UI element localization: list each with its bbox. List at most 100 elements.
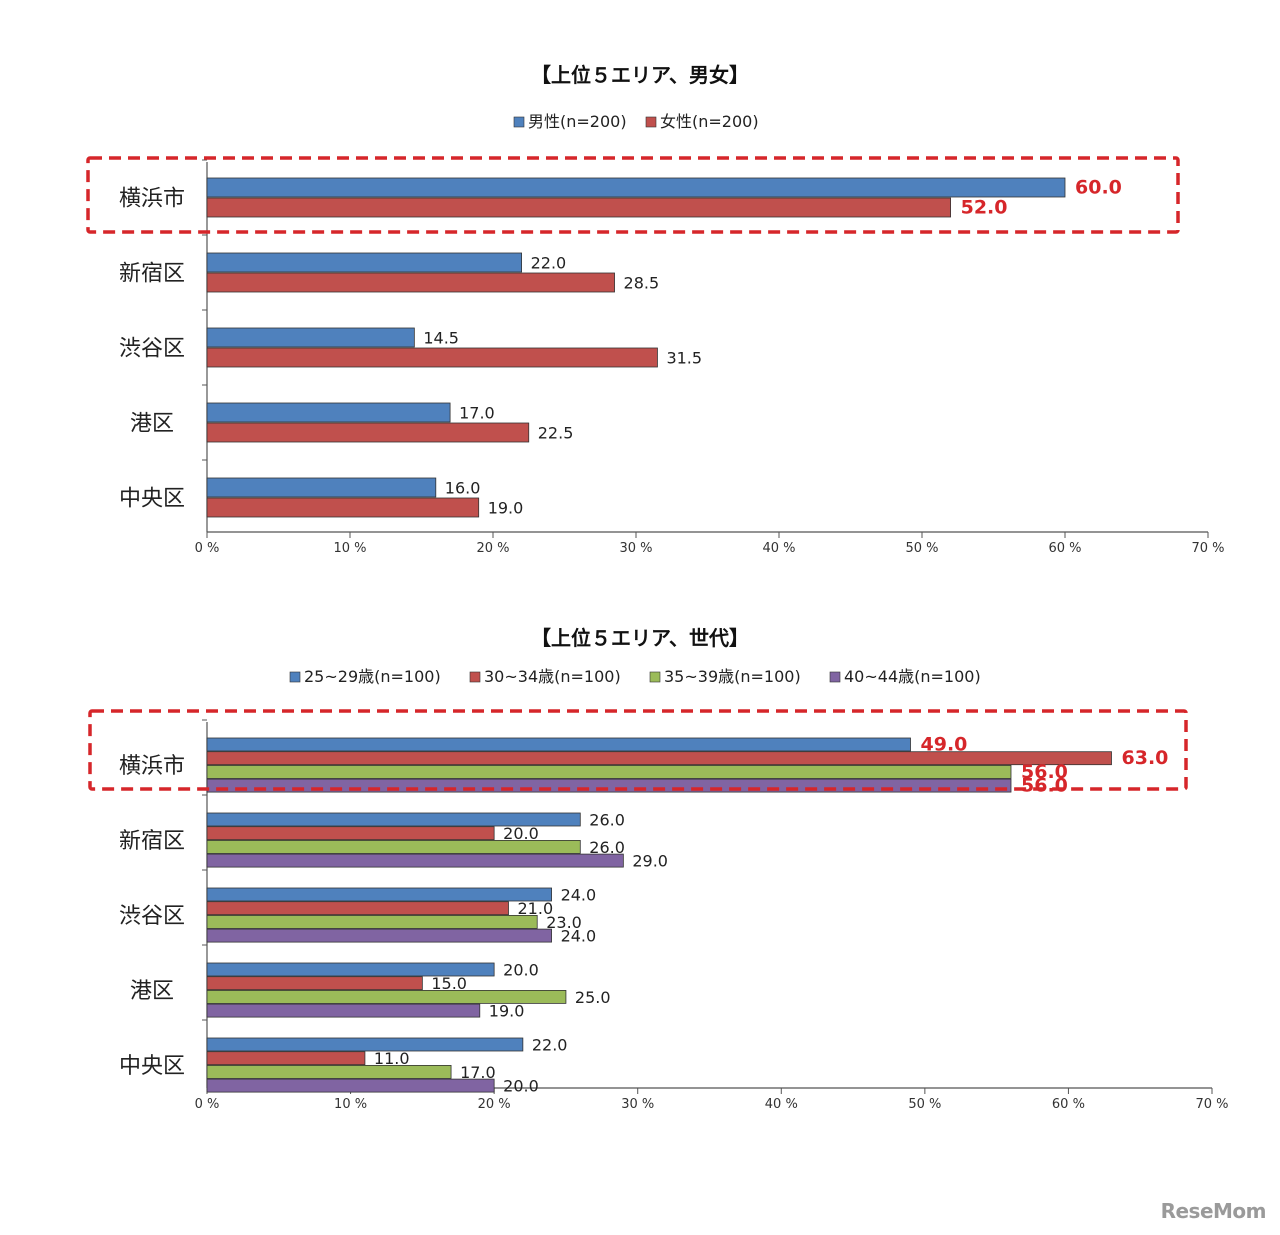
chart-title: 【上位５エリア、世代】 bbox=[531, 626, 749, 650]
bar bbox=[206, 402, 451, 423]
x-tick-label: 50 % bbox=[908, 1097, 941, 1112]
x-tick-label: 50 % bbox=[905, 541, 938, 556]
legend-label: 35~39歳(n=100) bbox=[664, 667, 801, 686]
x-tick-label: 30 % bbox=[619, 541, 652, 556]
data-label: 22.0 bbox=[532, 1036, 568, 1055]
x-tick-label: 60 % bbox=[1048, 541, 1081, 556]
legend-label: 30~34歳(n=100) bbox=[484, 667, 621, 686]
bar bbox=[206, 1078, 495, 1093]
bar bbox=[206, 887, 552, 902]
data-label: 29.0 bbox=[632, 852, 668, 871]
data-label: 22.5 bbox=[538, 424, 574, 443]
x-tick-label: 60 % bbox=[1052, 1097, 1085, 1112]
bar bbox=[206, 976, 423, 991]
chart-2: 【上位５エリア、世代】 25~29歳(n=100) 30~34歳(n=100) 35~… bbox=[88, 626, 1229, 1112]
legend-label: 女性(n=200) bbox=[660, 112, 759, 131]
highlight-box bbox=[86, 156, 1180, 234]
legend-label: 25~29歳(n=100) bbox=[304, 667, 441, 686]
data-label: 11.0 bbox=[374, 1049, 410, 1068]
data-label: 15.0 bbox=[431, 974, 467, 993]
data-label: 24.0 bbox=[561, 927, 597, 946]
data-label: 20.0 bbox=[503, 824, 539, 843]
x-tick-label: 40 % bbox=[762, 541, 795, 556]
data-label: 21.0 bbox=[518, 899, 554, 918]
x-tick-label: 70 % bbox=[1191, 541, 1224, 556]
legend-swatch bbox=[469, 671, 481, 683]
x-tick-label: 30 % bbox=[621, 1097, 654, 1112]
data-label: 56.0 bbox=[1021, 761, 1068, 783]
data-label: 26.0 bbox=[589, 811, 625, 830]
legend-item: 35~39歳(n=100) bbox=[649, 667, 801, 686]
x-tick-label: 20 % bbox=[476, 541, 509, 556]
bar bbox=[206, 840, 581, 854]
data-label: 23.0 bbox=[546, 913, 582, 932]
legend-label: 男性(n=200) bbox=[528, 112, 627, 131]
data-label: 63.0 bbox=[1122, 747, 1169, 769]
data-label: 24.0 bbox=[561, 886, 597, 905]
bar bbox=[206, 901, 509, 916]
resemom-logo: ReseMom bbox=[1160, 1199, 1267, 1223]
data-label: 20.0 bbox=[503, 1077, 539, 1096]
data-label: 28.5 bbox=[624, 274, 660, 293]
bar bbox=[206, 327, 415, 348]
bar bbox=[206, 1051, 366, 1066]
legend-swatch bbox=[289, 671, 301, 683]
x-tick-label: 10 % bbox=[333, 541, 366, 556]
legend-item: 25~29歳(n=100) bbox=[289, 667, 441, 686]
bar bbox=[206, 347, 658, 368]
highlight-box bbox=[88, 709, 1188, 791]
category-label: 横浜市 bbox=[119, 187, 185, 212]
legend-swatch bbox=[513, 116, 525, 128]
bar bbox=[206, 928, 552, 943]
category-label: 中央区 bbox=[119, 487, 185, 512]
legend-item: 女性(n=200) bbox=[645, 112, 759, 131]
bar bbox=[206, 197, 951, 218]
bar bbox=[206, 1065, 452, 1079]
bar bbox=[206, 826, 495, 841]
legend-swatch bbox=[645, 116, 657, 128]
data-label: 16.0 bbox=[445, 479, 481, 498]
data-label: 14.5 bbox=[423, 329, 459, 348]
bar bbox=[206, 853, 624, 868]
category-label: 渋谷区 bbox=[119, 337, 185, 362]
bar bbox=[206, 751, 1112, 766]
bar bbox=[206, 177, 1066, 198]
category-label: 港区 bbox=[130, 979, 174, 1004]
x-tick-label: 20 % bbox=[478, 1097, 511, 1112]
legend-item: 30~34歳(n=100) bbox=[469, 667, 621, 686]
data-label: 19.0 bbox=[488, 499, 524, 518]
data-label: 19.0 bbox=[489, 1002, 525, 1021]
legend-item: 40~44歳(n=100) bbox=[829, 667, 981, 686]
data-label: 25.0 bbox=[575, 988, 611, 1007]
data-label: 31.5 bbox=[666, 349, 702, 368]
bar bbox=[206, 497, 480, 518]
data-label: 22.0 bbox=[531, 254, 567, 273]
bar bbox=[206, 765, 1012, 779]
data-label: 49.0 bbox=[921, 734, 968, 756]
category-label: 新宿区 bbox=[119, 262, 185, 287]
bar bbox=[206, 272, 615, 293]
data-label: 60.0 bbox=[1075, 177, 1122, 199]
bar bbox=[206, 962, 495, 977]
category-label: 新宿区 bbox=[119, 829, 185, 854]
category-label: 中央区 bbox=[119, 1054, 185, 1079]
x-tick-label: 10 % bbox=[334, 1097, 367, 1112]
bar bbox=[206, 915, 538, 929]
bar bbox=[206, 1037, 524, 1052]
data-label: 56.0 bbox=[1021, 775, 1068, 797]
data-label: 17.0 bbox=[459, 404, 495, 423]
data-label: 52.0 bbox=[961, 197, 1008, 219]
bar bbox=[206, 477, 437, 498]
data-label: 26.0 bbox=[589, 838, 625, 857]
category-label: 渋谷区 bbox=[119, 904, 185, 929]
legend-swatch bbox=[649, 671, 661, 683]
legend-item: 男性(n=200) bbox=[513, 112, 627, 131]
chart-1: 【上位５エリア、男女】男性(n=200) 女性(n=200) 0 % 10 % 20 %… bbox=[86, 63, 1225, 556]
chart-title: 【上位５エリア、男女】 bbox=[531, 63, 749, 87]
bar bbox=[206, 812, 581, 827]
data-label: 20.0 bbox=[503, 961, 539, 980]
category-label: 横浜市 bbox=[119, 754, 185, 779]
data-label: 17.0 bbox=[460, 1063, 496, 1082]
legend-swatch bbox=[829, 671, 841, 683]
